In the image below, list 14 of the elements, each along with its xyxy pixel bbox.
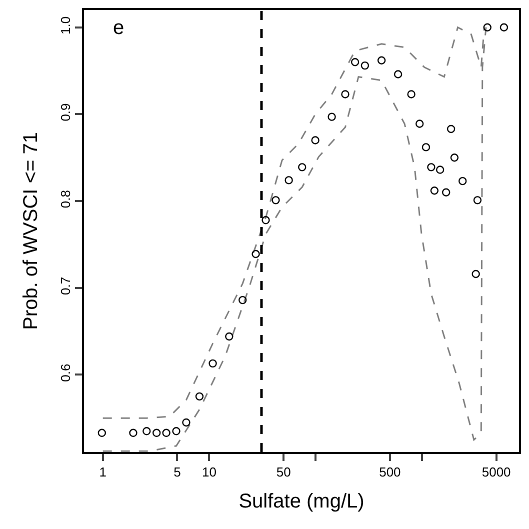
x-tick-label: 5000 xyxy=(482,464,511,480)
y-tick-label: 0.7 xyxy=(58,276,73,295)
y-tick-label: 0.6 xyxy=(58,364,73,382)
x-axis-title: Sulfate (mg/L) xyxy=(238,490,364,513)
annotation: e xyxy=(113,17,124,39)
y-tick-label: 1.0 xyxy=(58,16,73,34)
x-tick-label: 10 xyxy=(202,464,216,480)
x-tick-label: 5 xyxy=(174,464,181,480)
y-tick-label: 0.9 xyxy=(58,103,73,122)
x-tick-label: 50 xyxy=(276,464,291,480)
x-tick-label: 1 xyxy=(99,464,106,480)
x-tick-label: 500 xyxy=(379,464,401,480)
y-axis-title: Prob. of WVSCI <= 71 xyxy=(20,132,42,330)
y-tick-label: 0.8 xyxy=(58,190,73,208)
